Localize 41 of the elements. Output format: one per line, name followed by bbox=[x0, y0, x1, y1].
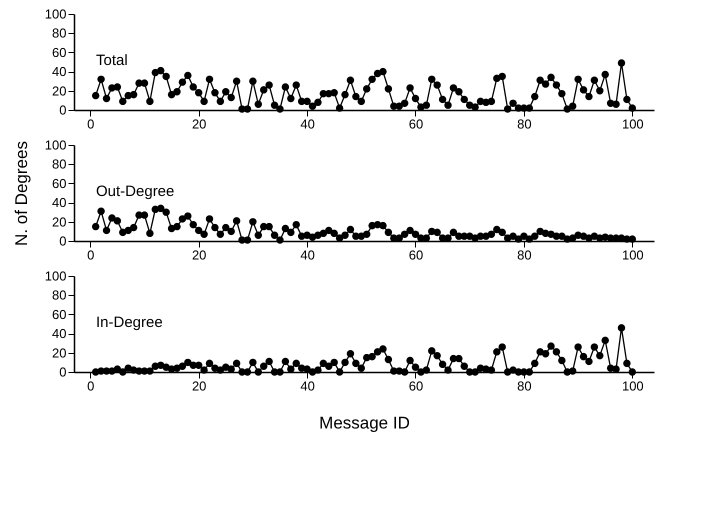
y-tick-label: 80 bbox=[52, 156, 66, 172]
x-tick-label: 80 bbox=[517, 116, 532, 132]
x-tick-label: 80 bbox=[517, 378, 532, 394]
x-tick-label: 40 bbox=[300, 378, 315, 394]
x-tick-label: 60 bbox=[408, 248, 424, 262]
y-tick-label: 60 bbox=[52, 44, 66, 60]
y-tick-label: 60 bbox=[52, 176, 66, 191]
y-tick-label: 0 bbox=[59, 102, 66, 118]
text: Out-Degree bbox=[96, 183, 174, 200]
y-tick-label: 40 bbox=[52, 195, 66, 210]
x-tick-label: 100 bbox=[622, 116, 644, 132]
x-tick-label: 0 bbox=[87, 248, 94, 262]
text: Total bbox=[96, 52, 128, 69]
x-tick-label: 0 bbox=[87, 378, 94, 394]
y-tick-label: 100 bbox=[44, 268, 66, 284]
y-tick-label: 100 bbox=[44, 6, 66, 22]
x-axis-title: Message ID bbox=[319, 414, 410, 432]
y-tick-label: 100 bbox=[44, 138, 66, 152]
y-tick-label: 20 bbox=[52, 83, 66, 98]
x-tick-label: 40 bbox=[300, 248, 315, 262]
x-tick-label: 100 bbox=[622, 248, 644, 262]
y-tick-label: 40 bbox=[52, 64, 66, 80]
y-tick-label: 80 bbox=[52, 288, 66, 303]
x-tick-label: 60 bbox=[408, 378, 424, 394]
text: In-Degree bbox=[96, 314, 163, 331]
x-tick-label: 20 bbox=[192, 248, 206, 262]
y-tick-label: 0 bbox=[59, 234, 66, 248]
x-tick-label: 20 bbox=[192, 116, 206, 132]
x-tick-label: 40 bbox=[300, 116, 315, 132]
y-axis-title: N. of Degrees bbox=[12, 141, 31, 246]
x-tick-label: 60 bbox=[408, 116, 424, 132]
x-tick-label: 0 bbox=[87, 116, 94, 132]
y-tick-label: 60 bbox=[52, 306, 66, 322]
y-tick-label: 80 bbox=[52, 26, 66, 41]
y-tick-label: 20 bbox=[52, 214, 66, 230]
y-tick-label: 0 bbox=[59, 364, 66, 380]
y-tick-label: 40 bbox=[52, 326, 66, 342]
x-tick-label: 80 bbox=[517, 248, 532, 262]
x-tick-label: 20 bbox=[192, 378, 206, 394]
y-tick-label: 20 bbox=[52, 345, 66, 360]
x-tick-label: 100 bbox=[622, 378, 644, 394]
